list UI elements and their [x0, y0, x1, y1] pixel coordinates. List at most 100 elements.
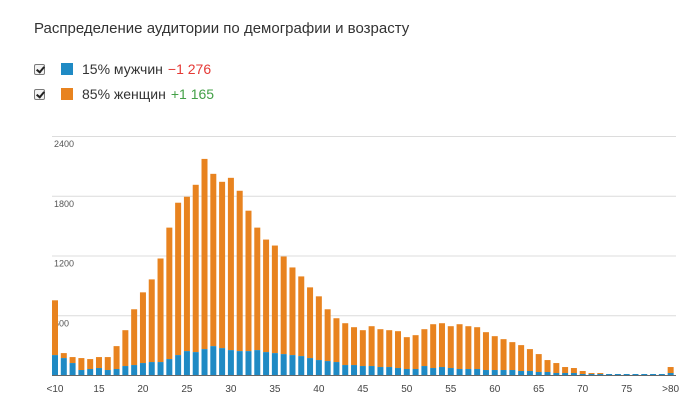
bar-women[interactable] — [192, 184, 199, 353]
bar-men[interactable] — [395, 368, 402, 375]
bar-men[interactable] — [518, 371, 525, 375]
bar-women[interactable] — [377, 329, 384, 368]
bar-women[interactable] — [271, 245, 278, 354]
bar-men[interactable] — [122, 366, 129, 375]
legend-item-men[interactable]: 15% мужчин −1 276 — [34, 61, 211, 77]
bar-men[interactable] — [526, 371, 533, 375]
bar-women[interactable] — [395, 331, 402, 369]
bar-women[interactable] — [491, 336, 498, 371]
bar-women[interactable] — [403, 337, 410, 370]
bar-men[interactable] — [315, 360, 322, 375]
bar-men[interactable] — [280, 354, 287, 375]
bar-women[interactable] — [131, 309, 138, 366]
bar-men[interactable] — [183, 351, 190, 375]
bar-women[interactable] — [544, 360, 551, 373]
bar-men[interactable] — [623, 374, 630, 375]
bar-women[interactable] — [280, 256, 287, 355]
bar-men[interactable] — [359, 366, 366, 375]
bar-men[interactable] — [377, 367, 384, 375]
bar-women[interactable] — [456, 324, 463, 370]
bar-men[interactable] — [430, 368, 437, 375]
bar-women[interactable] — [78, 358, 85, 371]
bar-women[interactable] — [333, 318, 340, 363]
bar-men[interactable] — [210, 346, 217, 375]
bar-women[interactable] — [482, 332, 489, 371]
bar-men[interactable] — [271, 353, 278, 375]
bar-men[interactable] — [139, 363, 146, 375]
bar-men[interactable] — [298, 356, 305, 375]
bar-women[interactable] — [139, 292, 146, 364]
bar-women[interactable] — [157, 258, 164, 363]
bar-women[interactable] — [263, 239, 270, 353]
bar-women[interactable] — [69, 357, 76, 364]
bar-men[interactable] — [579, 374, 586, 375]
bar-women[interactable] — [597, 373, 604, 375]
bar-men[interactable] — [263, 352, 270, 375]
bar-women[interactable] — [667, 367, 674, 374]
bar-women[interactable] — [175, 202, 182, 356]
bar-men[interactable] — [553, 373, 560, 375]
bar-women[interactable] — [95, 357, 102, 369]
bar-women[interactable] — [535, 354, 542, 373]
bar-men[interactable] — [544, 372, 551, 375]
bar-men[interactable] — [148, 362, 155, 375]
bar-women[interactable] — [570, 368, 577, 374]
bar-women[interactable] — [183, 196, 190, 352]
bar-men[interactable] — [368, 366, 375, 375]
bar-men[interactable] — [324, 361, 331, 375]
bar-men[interactable] — [447, 368, 454, 375]
bar-women[interactable] — [52, 300, 58, 356]
bar-men[interactable] — [465, 369, 472, 375]
bar-men[interactable] — [245, 351, 252, 375]
bar-women[interactable] — [518, 345, 525, 372]
bar-women[interactable] — [579, 371, 586, 375]
bar-men[interactable] — [412, 369, 419, 375]
bar-women[interactable] — [113, 346, 120, 370]
bar-men[interactable] — [333, 362, 340, 375]
bar-women[interactable] — [474, 327, 481, 370]
bar-women[interactable] — [553, 363, 560, 374]
bar-men[interactable] — [509, 370, 516, 375]
bar-men[interactable] — [131, 365, 138, 375]
bar-men[interactable] — [570, 373, 577, 375]
bar-men[interactable] — [192, 352, 199, 375]
bar-women[interactable] — [201, 158, 208, 350]
bar-men[interactable] — [307, 358, 314, 375]
bar-women[interactable] — [386, 330, 393, 368]
bar-men[interactable] — [421, 366, 428, 375]
bar-women[interactable] — [289, 267, 296, 356]
bar-women[interactable] — [359, 330, 366, 367]
bar-men[interactable] — [201, 349, 208, 375]
bar-women[interactable] — [307, 287, 314, 359]
bar-men[interactable] — [597, 374, 604, 375]
men-checkbox-icon[interactable] — [34, 63, 45, 75]
bar-men[interactable] — [632, 374, 639, 375]
bar-men[interactable] — [104, 370, 111, 375]
bar-men[interactable] — [403, 369, 410, 375]
bar-women[interactable] — [324, 309, 331, 362]
bar-women[interactable] — [562, 367, 569, 374]
bar-women[interactable] — [298, 276, 305, 357]
bar-women[interactable] — [351, 327, 358, 366]
bar-women[interactable] — [210, 173, 217, 347]
bar-women[interactable] — [60, 353, 67, 359]
bar-men[interactable] — [157, 362, 164, 375]
bar-women[interactable] — [245, 210, 252, 352]
bar-men[interactable] — [175, 355, 182, 375]
bar-men[interactable] — [351, 365, 358, 375]
bar-women[interactable] — [227, 177, 234, 351]
bar-men[interactable] — [289, 355, 296, 375]
bar-women[interactable] — [412, 335, 419, 370]
women-checkbox-icon[interactable] — [34, 88, 45, 100]
bar-men[interactable] — [482, 370, 489, 375]
bar-women[interactable] — [430, 324, 437, 369]
bar-men[interactable] — [52, 355, 58, 375]
bar-men[interactable] — [641, 374, 648, 375]
bar-men[interactable] — [606, 374, 613, 375]
bar-women[interactable] — [509, 342, 516, 371]
bar-men[interactable] — [588, 374, 595, 375]
bar-women[interactable] — [342, 323, 349, 366]
bar-women[interactable] — [447, 326, 454, 369]
bar-men[interactable] — [60, 358, 67, 375]
bar-men[interactable] — [456, 369, 463, 375]
